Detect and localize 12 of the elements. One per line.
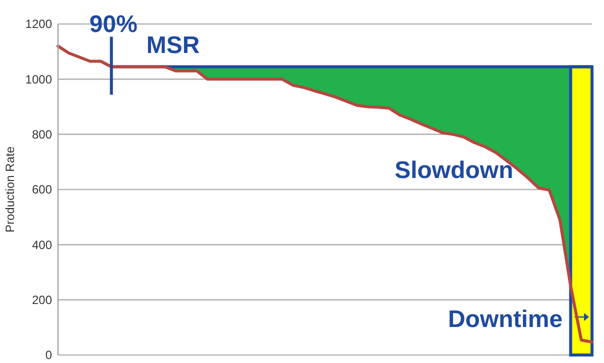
y-tick-label: 600 [32,182,52,197]
y-tick-label: 200 [32,293,52,308]
ref-line-label: MSR [146,32,200,59]
annotation: Downtime [448,306,563,333]
y-tick-label: 0 [45,348,52,362]
annotation: 90% [89,10,138,38]
y-axis-title: Production Rate [3,146,17,233]
annotation: Slowdown [394,156,514,184]
y-tick-label: 1000 [25,72,52,86]
y-tick-label: 1200 [25,17,52,32]
y-tick-label: 800 [32,128,52,142]
y-tick-label: 400 [32,238,52,252]
